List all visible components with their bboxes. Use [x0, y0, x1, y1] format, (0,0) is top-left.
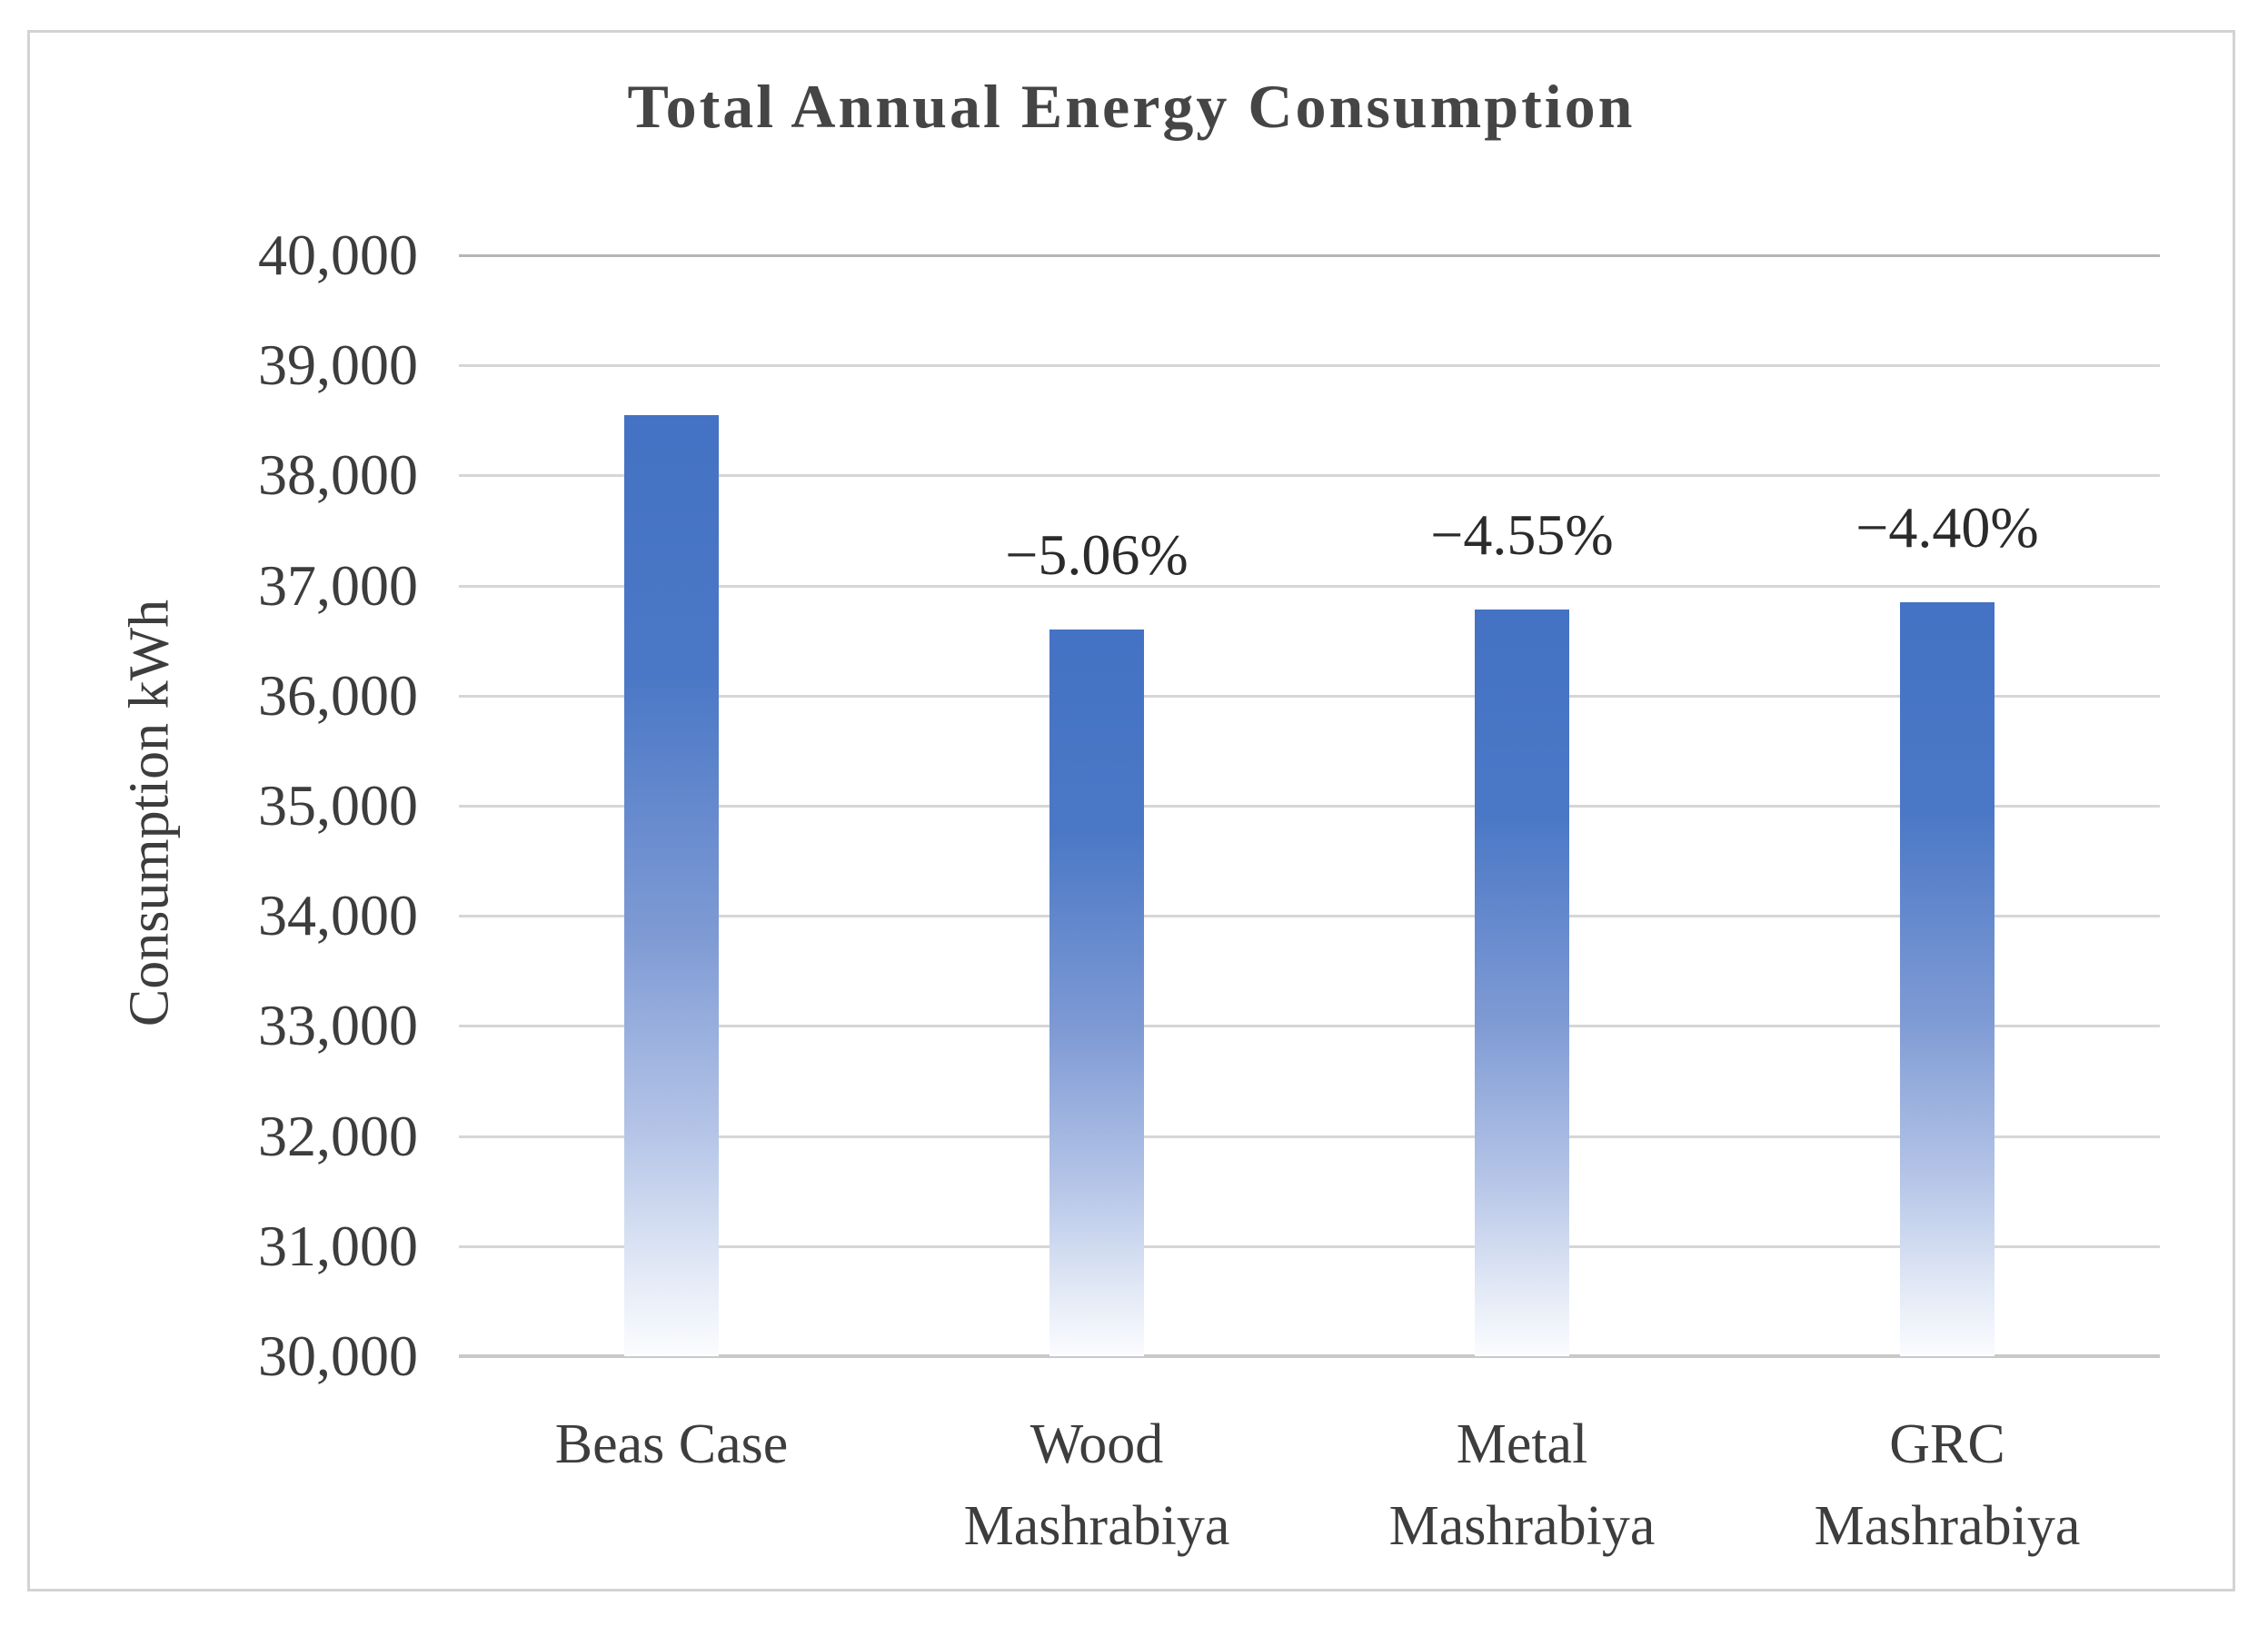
bar-wood-mashrabiya: [1049, 630, 1144, 1356]
gridline: [459, 915, 2160, 918]
gridline: [459, 584, 2160, 588]
y-axis-tick-label: 30,000: [258, 1324, 418, 1388]
y-axis-tick-label: 36,000: [258, 662, 418, 728]
y-axis-tick-label: 33,000: [258, 993, 418, 1058]
y-axis-tick-label: 35,000: [258, 773, 418, 838]
y-axis-tick-label: 32,000: [258, 1103, 418, 1168]
y-axis-tick-label: 38,000: [258, 442, 418, 508]
x-axis-category-label: Metal Mashrabiya: [1388, 1413, 1656, 1557]
gridline: [459, 694, 2160, 698]
y-axis-tick-label: 34,000: [258, 883, 418, 948]
y-axis-tick-label: 37,000: [258, 552, 418, 618]
bar-beas-case: [624, 414, 719, 1356]
bar-metal-mashrabiya: [1475, 610, 1569, 1356]
x-axis-category-label: Wood Mashrabiya: [963, 1413, 1230, 1557]
gridline: [459, 474, 2160, 478]
y-axis-tick-label: 31,000: [258, 1213, 418, 1278]
gridline: [459, 1135, 2160, 1138]
gridline: [459, 364, 2160, 368]
gridline: [459, 254, 2160, 257]
y-axis-tick-label: 39,000: [258, 332, 418, 398]
x-axis-category-label: Beas Case: [554, 1413, 789, 1475]
bar-grc-mashrabiya: [1900, 601, 1994, 1356]
bar-value-label: −4.40%: [1855, 494, 2039, 560]
gridline: [459, 1244, 2160, 1248]
chart-title: Total Annual Energy Consumption: [627, 72, 1636, 141]
gridline: [459, 1025, 2160, 1028]
bar-value-label: −4.55%: [1430, 502, 1614, 568]
gridline: [459, 805, 2160, 808]
x-axis-line: [459, 1354, 2160, 1358]
bar-value-label: −5.06%: [1005, 522, 1189, 588]
x-axis-category-label: GRC Mashrabiya: [1814, 1413, 2081, 1557]
plot-area: −5.06% −4.55% −4.40%: [459, 254, 2160, 1358]
y-axis-tick-label: 40,000: [258, 223, 418, 287]
